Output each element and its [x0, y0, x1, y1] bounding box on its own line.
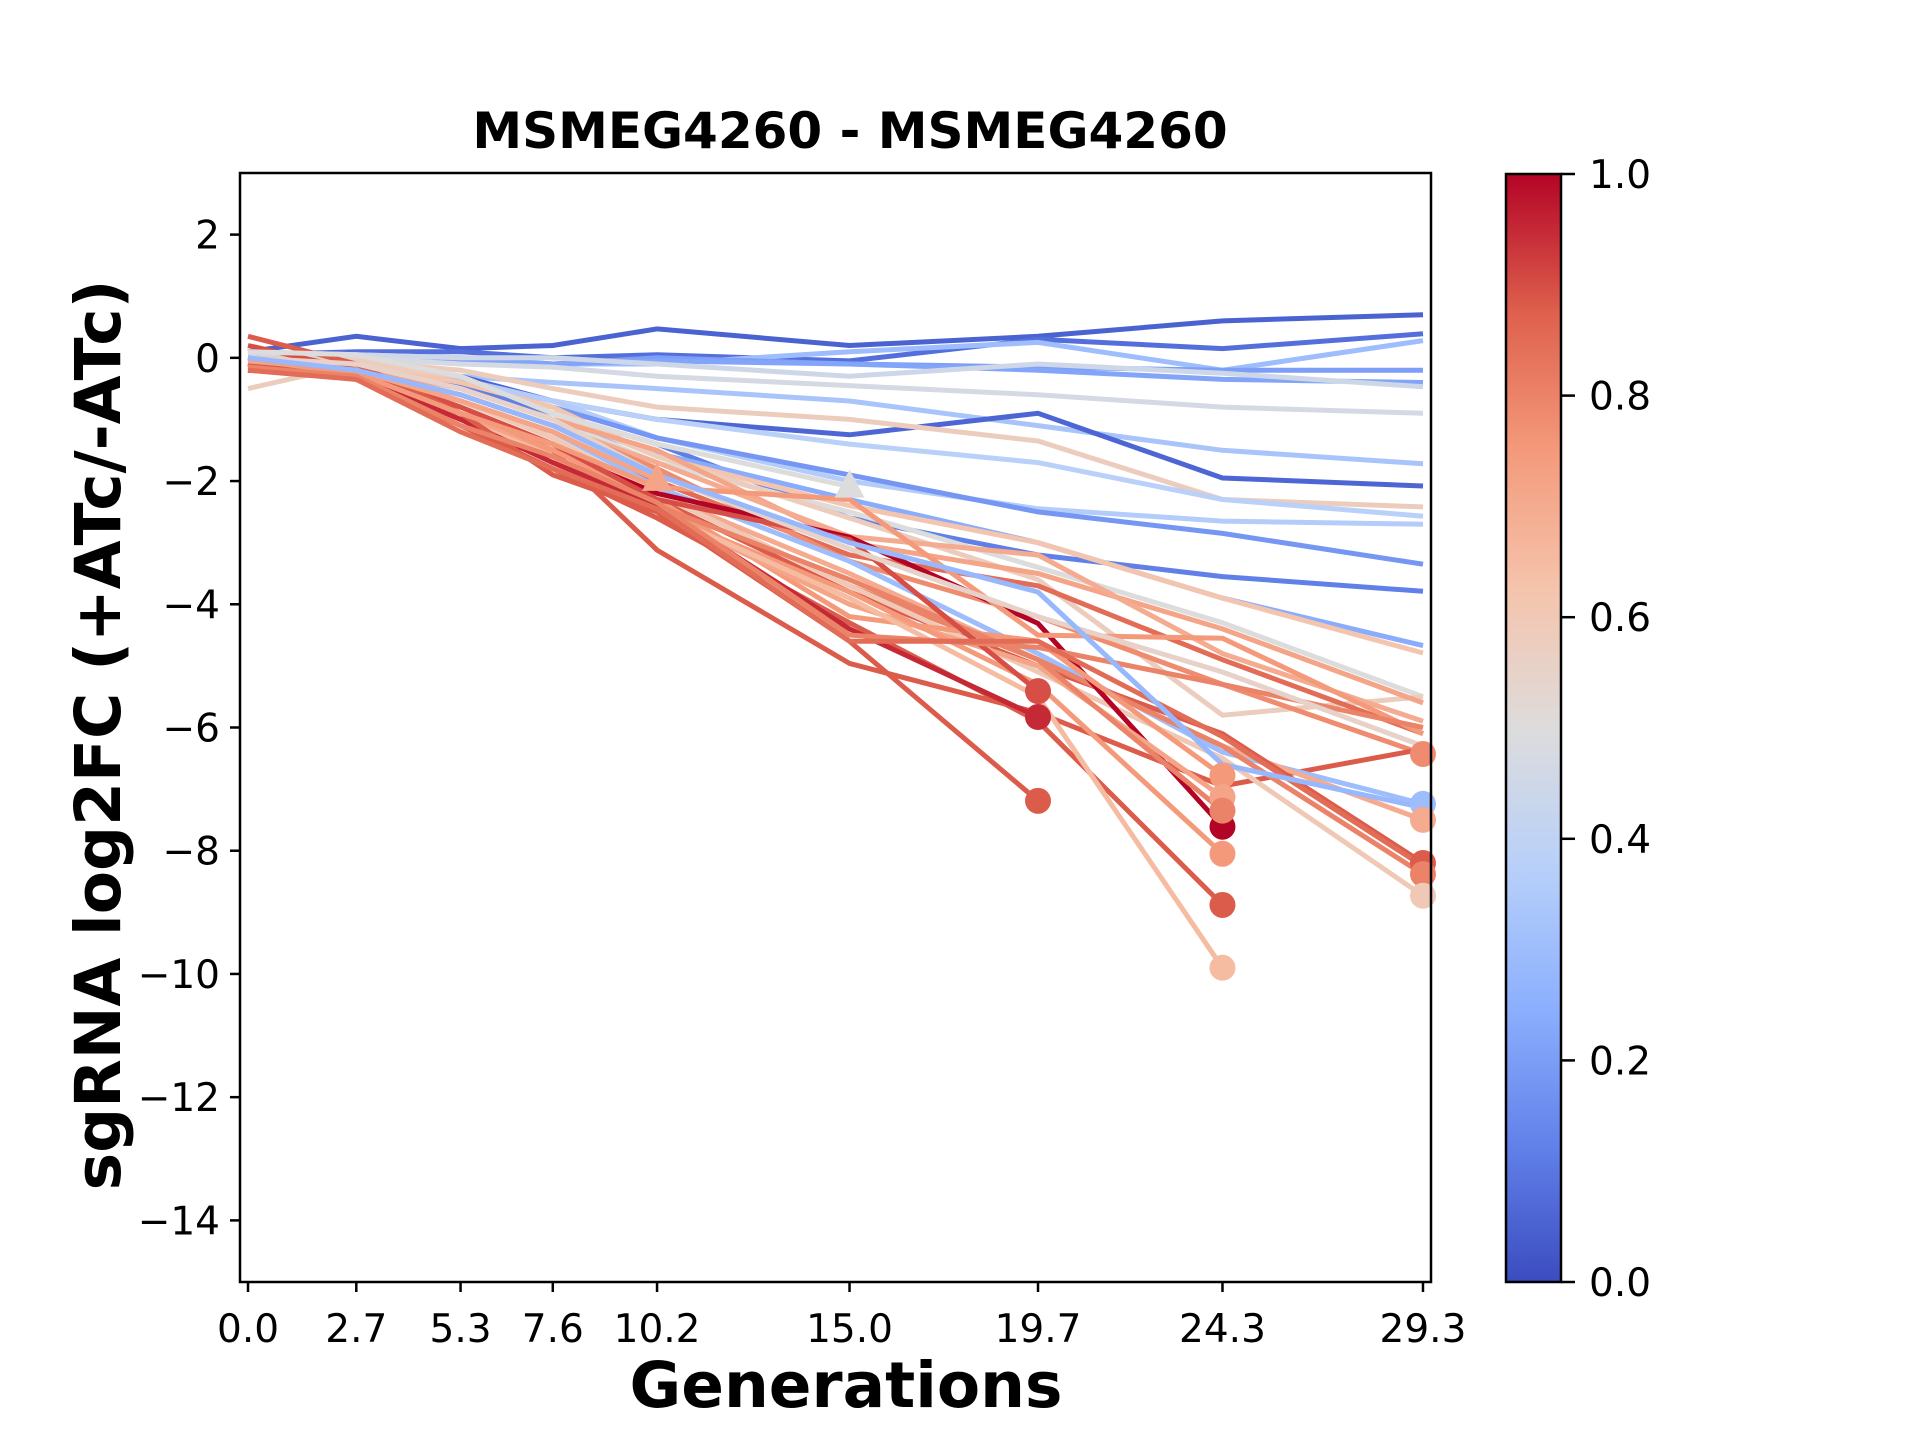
x-tick-label: 0.0: [217, 1307, 279, 1352]
y-tick-label: 2: [195, 214, 220, 259]
x-tick-label: 19.7: [995, 1307, 1082, 1352]
x-tick-label: 15.0: [806, 1307, 893, 1352]
series-end-marker-31: [1209, 797, 1236, 824]
colorbar-tick-label: 0.2: [1589, 1039, 1651, 1084]
series-end-marker-27: [1409, 882, 1436, 909]
x-tick-label: 10.2: [614, 1307, 701, 1352]
y-axis-label: sgRNA log2FC (+ATc/-ATc): [62, 280, 135, 1191]
series-line-31: [247, 367, 1225, 813]
x-tick-label: 29.3: [1380, 1307, 1467, 1352]
colorbar: [1504, 172, 1563, 1284]
series-end-marker-33: [1209, 891, 1236, 918]
x-tick-label: 5.3: [430, 1307, 492, 1352]
series-end-marker-32: [1209, 840, 1236, 867]
series-line-5: [248, 352, 1424, 390]
series-line-1: [247, 331, 1424, 364]
series-end-marker-34: [1209, 954, 1236, 981]
x-axis-label: Generations: [630, 1349, 1063, 1422]
y-tick-label: −12: [138, 1076, 220, 1121]
series-end-marker-38: [642, 462, 673, 491]
y-tick-label: −10: [138, 953, 220, 998]
series-end-marker-37: [1025, 787, 1052, 814]
chart-title: MSMEG4260 - MSMEG4260: [472, 102, 1227, 160]
colorbar-tick-label: 0.6: [1589, 596, 1651, 641]
y-axis: 2 0 −2 −4 −6 −8 −10 −12 −14: [138, 214, 240, 1244]
series-end-marker-26: [1409, 861, 1436, 888]
series-end-marker-35: [1025, 678, 1052, 705]
y-tick-label: −6: [163, 707, 221, 752]
x-tick-label: 7.6: [522, 1307, 584, 1352]
x-tick-label: 2.7: [325, 1307, 387, 1352]
series-layer: [247, 312, 1425, 970]
series-line-0: [247, 312, 1424, 355]
colorbar-tick-label: 0.8: [1589, 375, 1651, 420]
series-line-41: [247, 364, 1424, 730]
colorbar-tick-label: 0.4: [1589, 818, 1651, 863]
y-tick-label: −2: [163, 460, 221, 505]
plot-frame: [238, 171, 1433, 1284]
colorbar-tick-label: 1.0: [1589, 153, 1651, 198]
colorbar-tick-label: 0.0: [1589, 1261, 1651, 1306]
series-end-marker-24: [1409, 806, 1436, 833]
x-axis: 0.0 2.7 5.3 7.6 10.2 15.0 19.7 24.3 29.3: [217, 1282, 1466, 1352]
series-line-39: [247, 349, 851, 490]
series-end-marker-39: [834, 469, 865, 498]
y-tick-label: 0: [195, 337, 220, 382]
series-end-marker-29: [1209, 762, 1236, 789]
marker-layer: [642, 462, 1436, 981]
series-end-marker-36: [1025, 704, 1052, 731]
colorbar-axis: 0.0 0.2 0.4 0.6 0.8 1.0: [1561, 153, 1651, 1306]
y-tick-label: −14: [138, 1199, 220, 1244]
x-tick-label: 24.3: [1179, 1307, 1266, 1352]
y-tick-label: −4: [163, 583, 221, 628]
series-end-marker-21: [1409, 740, 1436, 767]
y-tick-label: −8: [163, 830, 221, 875]
